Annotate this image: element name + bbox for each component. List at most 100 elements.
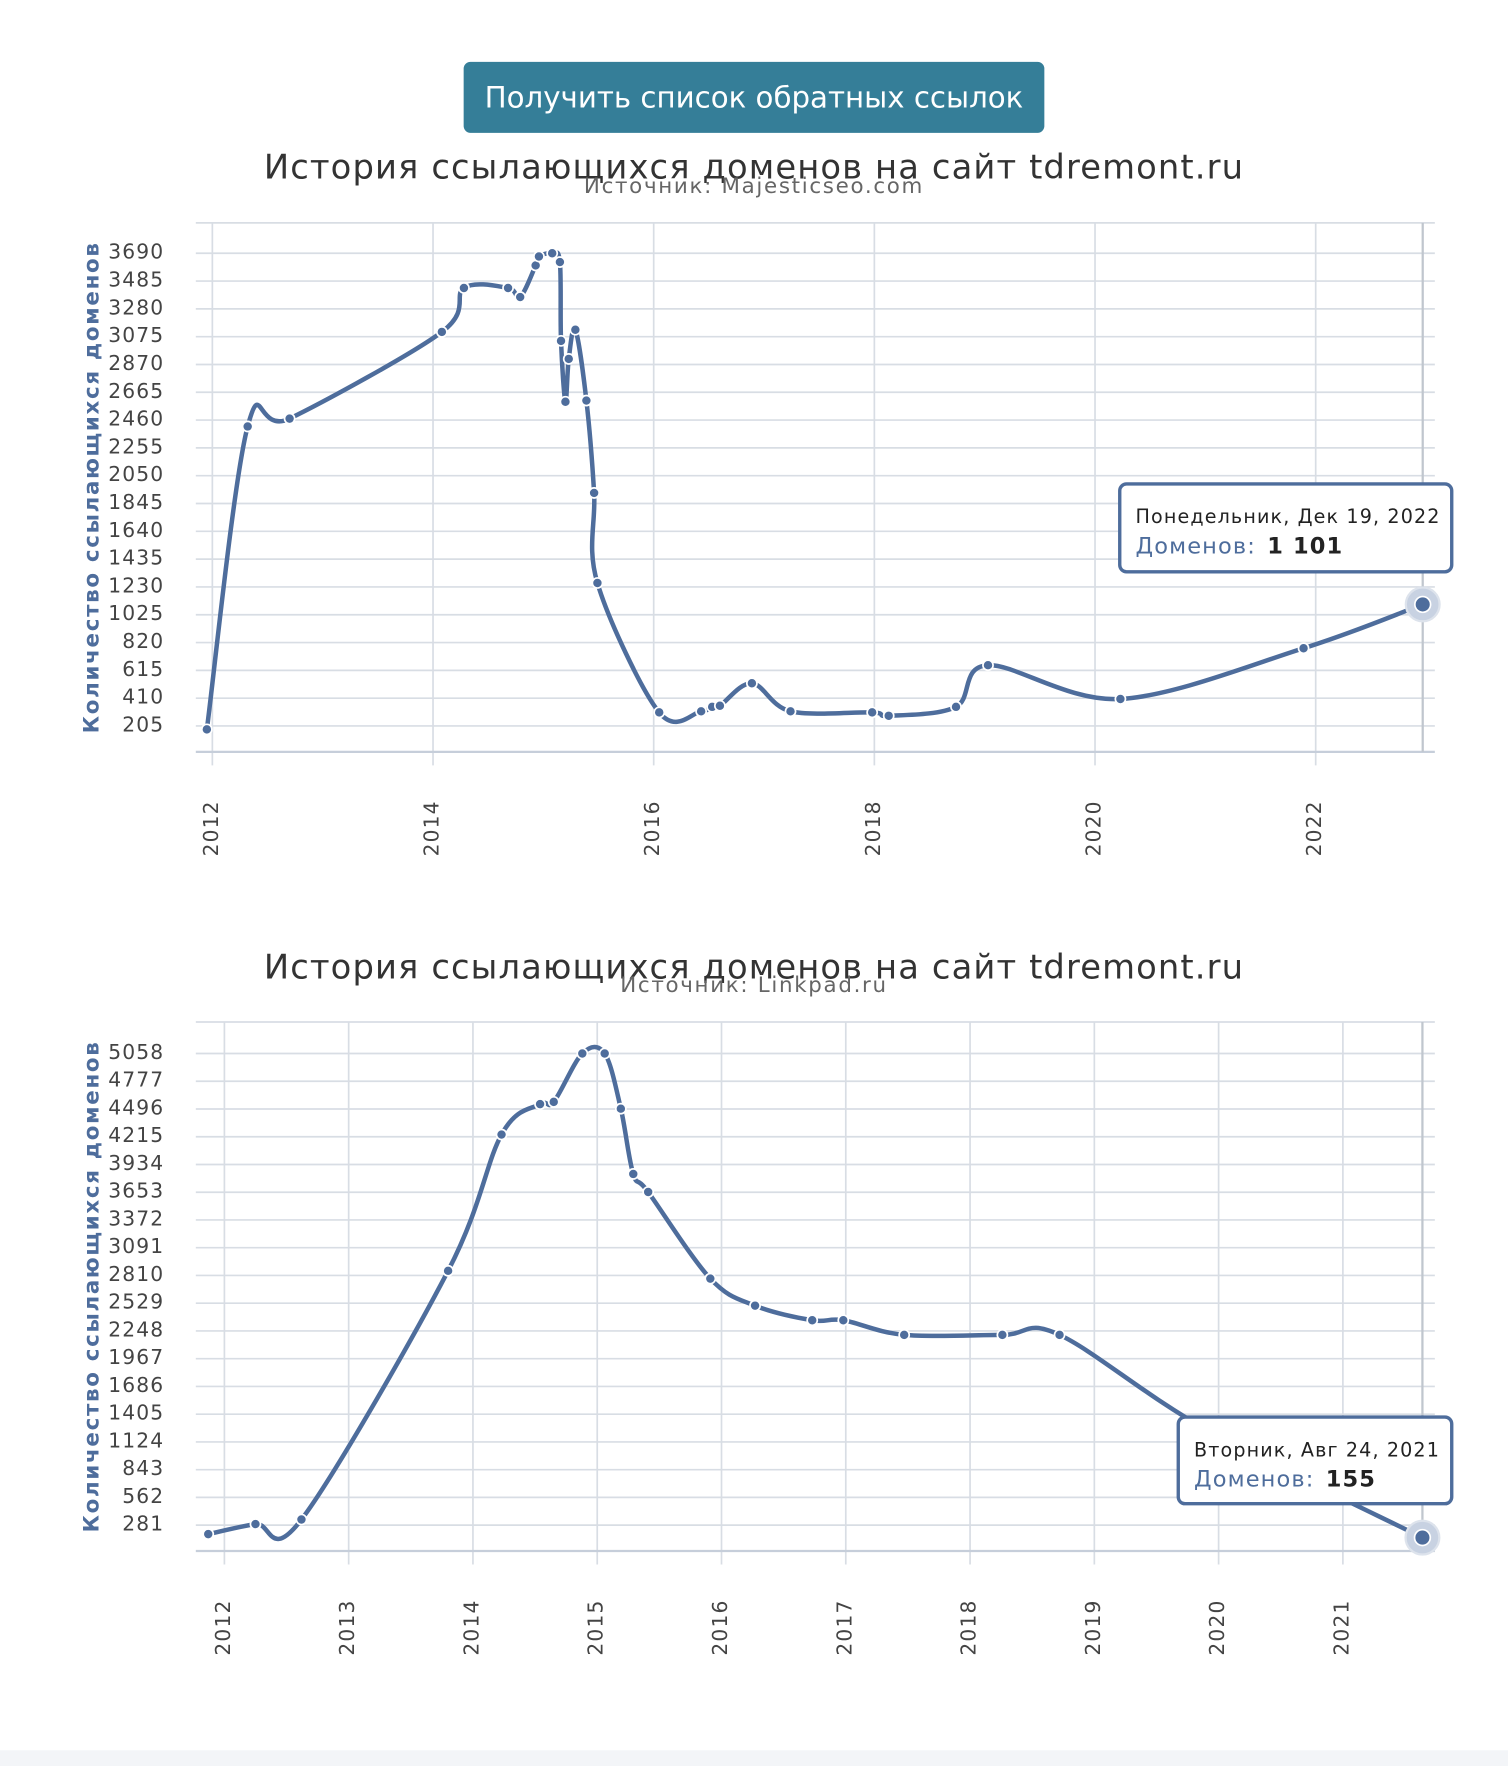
point — [495, 1128, 508, 1141]
point — [1297, 642, 1310, 655]
point — [546, 247, 559, 260]
point — [533, 250, 545, 263]
x-tick-label: 2018 — [861, 800, 885, 856]
y-tick-label: 1640 — [108, 518, 164, 542]
point — [295, 1513, 308, 1526]
x-tick-label: 2012 — [211, 1600, 235, 1656]
x-tick-label: 2013 — [335, 1600, 359, 1656]
point — [241, 420, 254, 433]
x-tick-label: 2016 — [640, 800, 664, 856]
y-tick-label: 3372 — [108, 1206, 164, 1230]
y-tick-label: 3653 — [108, 1179, 164, 1203]
button-bg[interactable] — [463, 61, 1045, 133]
tooltip-series: Доменов: — [1194, 1467, 1314, 1493]
point — [704, 1272, 717, 1285]
tooltip-value: 1 101 — [1267, 534, 1343, 560]
y-tick-label: 4777 — [108, 1068, 164, 1092]
y-tick-label: 2050 — [108, 462, 164, 486]
button-label[interactable]: Получить список обратных ссылок — [485, 81, 1024, 115]
y-tick-label: 1124 — [108, 1428, 164, 1452]
point — [642, 1186, 655, 1198]
y-tick-label: 820 — [122, 629, 164, 653]
y-tick-label: 5058 — [108, 1040, 164, 1064]
point — [202, 1528, 215, 1541]
point — [580, 394, 593, 407]
point — [784, 705, 797, 718]
y-axis-title: Количество ссылающихся доменов — [79, 241, 104, 733]
point — [713, 699, 726, 712]
y-tick-label: 3075 — [108, 323, 164, 347]
point — [435, 326, 448, 338]
x-tick-label: 2020 — [1082, 800, 1106, 856]
point — [1413, 595, 1432, 614]
point — [627, 1168, 640, 1180]
point — [554, 256, 566, 268]
y-tick-label: 3091 — [108, 1234, 164, 1258]
point — [591, 577, 604, 589]
x-tick-label: 2015 — [584, 1600, 608, 1656]
point — [806, 1314, 819, 1327]
y-tick-label: 4496 — [108, 1095, 164, 1119]
x-tick-label: 2018 — [957, 1600, 981, 1656]
y-tick-label: 1025 — [108, 601, 164, 625]
point — [588, 487, 601, 499]
footer-band — [0, 1750, 1508, 1766]
point — [249, 1518, 262, 1530]
point — [982, 659, 994, 672]
tooltip-box — [1118, 482, 1454, 574]
tooltip-header: Вторник, Авг 24, 2021 — [1194, 1438, 1440, 1461]
point — [653, 706, 666, 719]
point — [749, 1299, 761, 1312]
x-tick-label: 2022 — [1302, 800, 1326, 856]
y-tick-label: 2870 — [108, 351, 164, 375]
point — [555, 334, 567, 347]
y-tick-label: 1230 — [108, 573, 164, 597]
point — [442, 1264, 455, 1277]
point — [837, 1314, 850, 1327]
y-tick-label: 615 — [122, 657, 164, 681]
y-tick-label: 1405 — [108, 1401, 164, 1425]
y-tick-label: 562 — [122, 1484, 164, 1508]
point — [614, 1102, 627, 1115]
point — [695, 705, 708, 718]
line — [204, 250, 1424, 730]
y-tick-label: 1686 — [108, 1373, 164, 1397]
tooltip-value: 155 — [1326, 1467, 1376, 1493]
x-tick-label: 2017 — [832, 1600, 856, 1656]
x-tick-label: 2014 — [459, 1600, 483, 1656]
y-tick-label: 1967 — [108, 1345, 164, 1369]
point — [534, 1098, 546, 1111]
point — [283, 412, 296, 425]
chart-title: История ссылающихся доменов на сайт tdre… — [264, 948, 1244, 987]
point — [996, 1328, 1009, 1341]
y-tick-label: 3690 — [108, 240, 164, 264]
y-tick-label: 1435 — [108, 546, 164, 570]
point — [1053, 1328, 1066, 1341]
backlinks-button[interactable]: Получить список обратных ссылок — [463, 61, 1045, 133]
point — [866, 706, 879, 719]
x-tick-label: 2016 — [708, 1600, 732, 1656]
point — [1413, 1528, 1432, 1547]
point — [569, 323, 582, 336]
chart-subtitle: Источник: Linkpad.ru — [620, 973, 888, 998]
y-tick-label: 281 — [122, 1512, 164, 1536]
x-tick-label: 2019 — [1081, 1600, 1105, 1656]
y-tick-label: 2665 — [108, 379, 164, 403]
point — [1114, 693, 1127, 705]
point — [502, 282, 514, 294]
y-tick-label: 4215 — [108, 1123, 164, 1147]
point — [200, 723, 213, 736]
y-axis-title: Количество ссылающихся доменов — [79, 1041, 104, 1533]
y-tick-label: 3280 — [108, 295, 164, 319]
point — [950, 700, 962, 713]
point — [745, 677, 758, 690]
point — [559, 395, 572, 408]
y-tick-label: 2248 — [108, 1317, 164, 1341]
x-tick-label: 2021 — [1329, 1600, 1353, 1656]
point — [514, 291, 527, 303]
y-tick-label: 205 — [122, 712, 164, 736]
x-tick-label: 2014 — [420, 800, 444, 856]
y-tick-label: 2255 — [108, 434, 164, 458]
